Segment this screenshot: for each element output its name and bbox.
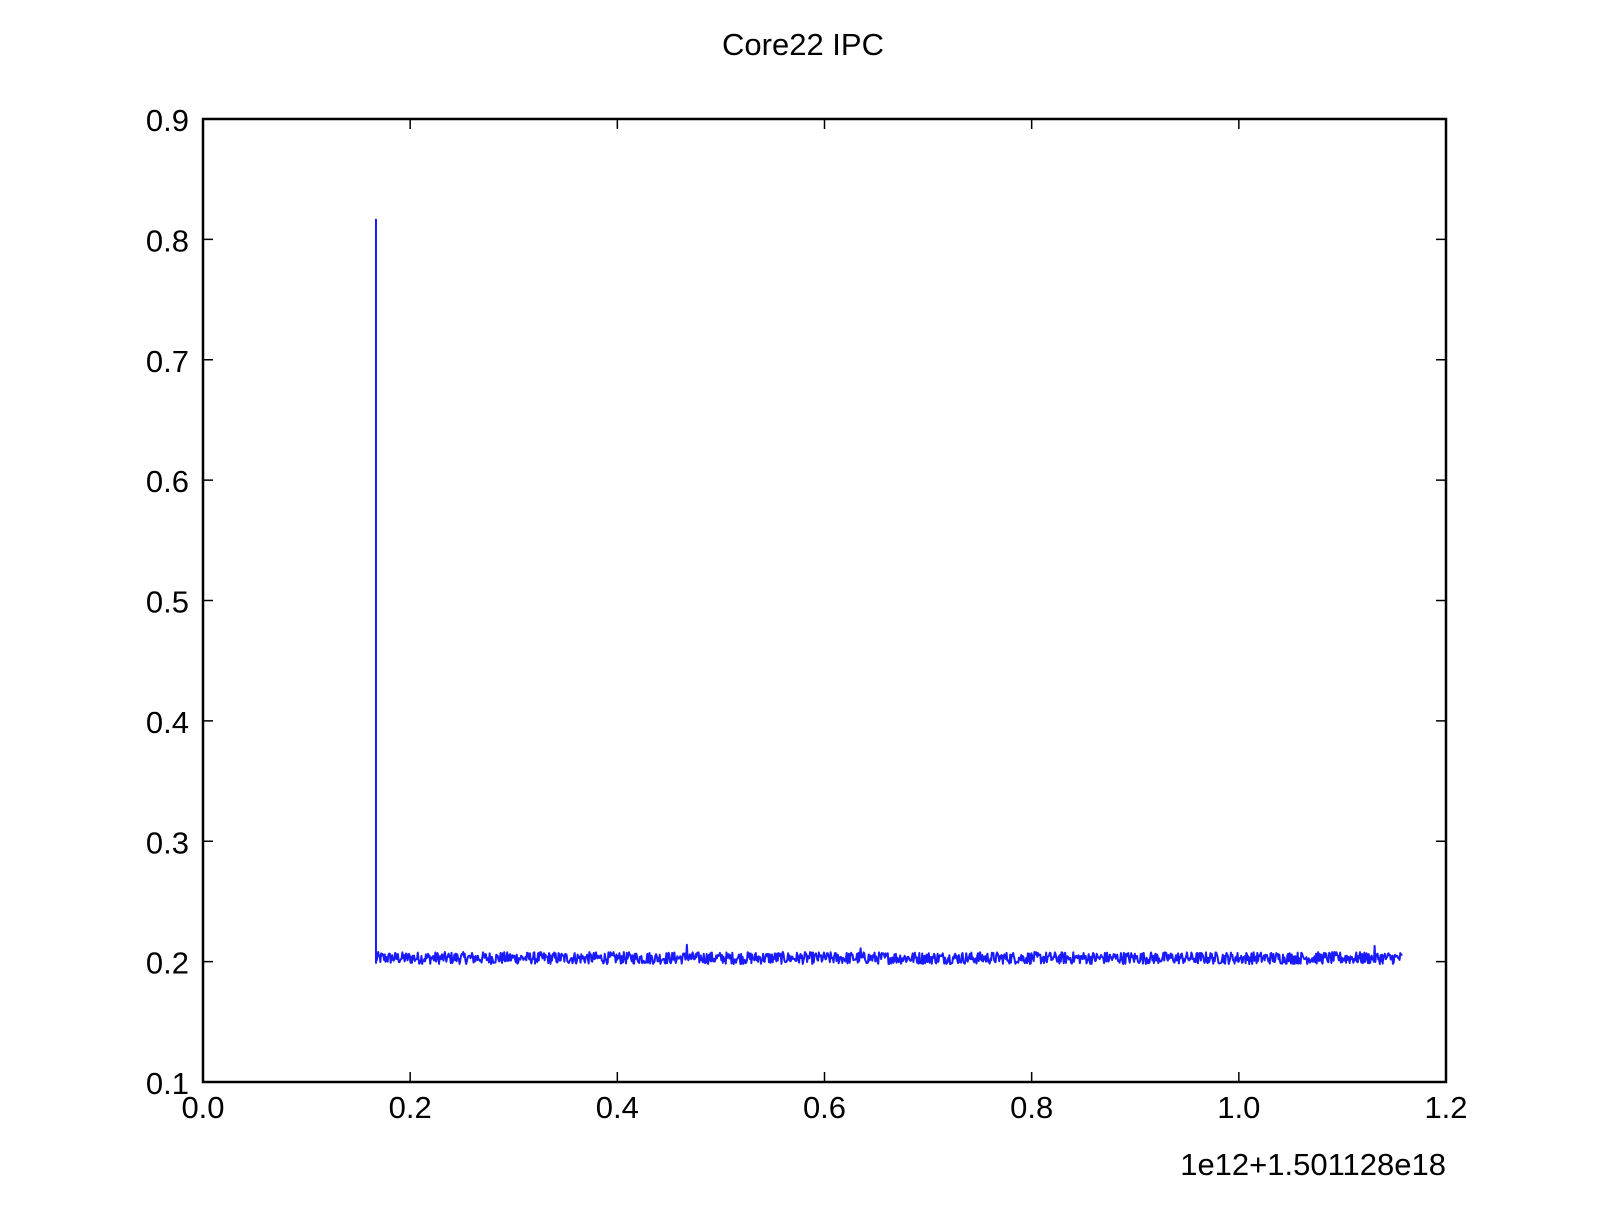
y-tick-label-7: 0.8 [146,223,189,258]
x-tick-label-4: 0.8 [1010,1090,1053,1125]
y-tick-label-0: 0.1 [146,1066,189,1101]
x-tick-label-2: 0.4 [596,1090,639,1125]
y-tick-label-4: 0.5 [146,585,189,620]
x-tick-label-3: 0.6 [803,1090,846,1125]
y-tick-label-1: 0.2 [146,946,189,981]
plot-area [203,119,1446,1082]
series-line-0 [374,218,1403,966]
x-tick-label-6: 1.2 [1424,1090,1467,1125]
x-tick-label-5: 1.0 [1217,1090,1260,1125]
y-tick-label-6: 0.7 [146,344,189,379]
series-layer [374,218,1403,966]
x-tick-label-1: 0.2 [389,1090,432,1125]
x-tick-label-0: 0.0 [181,1090,224,1125]
axes-layer: 0.0 0.2 0.4 0.6 0.8 1.0 1.2 0.1 0.2 0.3 0.4 0.5 0.6 0… [146,103,1468,1125]
y-tick-label-5: 0.6 [146,464,189,499]
chart-title: Core22 IPC [722,27,884,62]
y-tick-label-3: 0.4 [146,705,189,740]
y-tick-label-2: 0.3 [146,825,189,860]
plot-background [203,119,1446,1082]
x-axis-offset-label: 1e12+1.501128e18 [1180,1147,1446,1182]
y-tick-label-8: 0.9 [146,103,189,138]
